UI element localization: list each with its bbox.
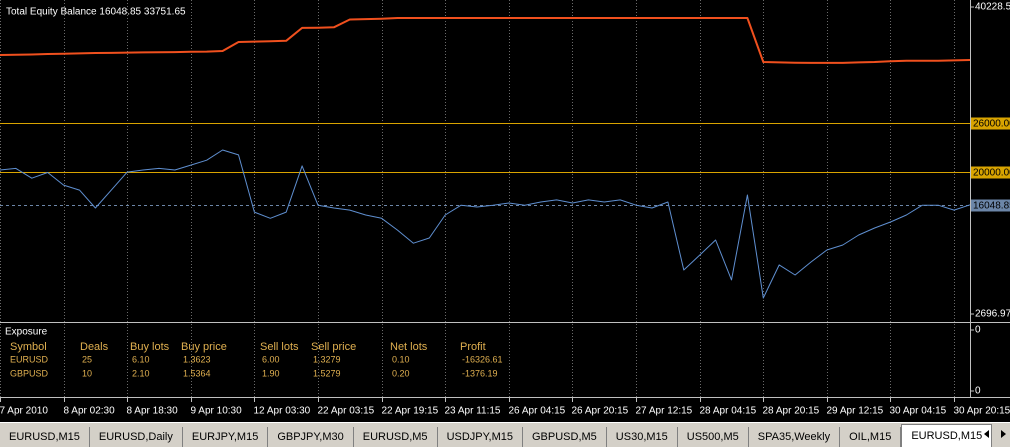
chart-tab[interactable]: US500,M5 — [678, 427, 749, 447]
table-header: Buy lots — [130, 341, 170, 353]
chart-tab[interactable]: EURUSD,M15 — [901, 424, 993, 447]
table-header: Profit — [460, 341, 486, 353]
level-label: 20000.00 — [973, 168, 1010, 179]
chart-tab[interactable]: US30,M15 — [607, 427, 678, 447]
table-cell: 2.10 — [132, 368, 150, 378]
y-tick-label: 2696.97 — [975, 309, 1010, 320]
x-tick-label: 7 Apr 2010 — [0, 406, 48, 417]
table-cell: 0.10 — [392, 354, 410, 364]
background — [0, 0, 1010, 422]
y-tick-label: 0 — [975, 325, 981, 336]
table-cell: 1.5364 — [183, 368, 211, 378]
table-header: Symbol — [10, 341, 47, 353]
table-cell: EURUSD — [10, 354, 49, 364]
table-cell: 1.3279 — [313, 354, 341, 364]
chart-tab[interactable]: SPA35,Weekly — [749, 427, 841, 447]
level-label: 26000.00 — [973, 119, 1010, 130]
table-cell: 1.90 — [262, 368, 280, 378]
table-cell: -16326.61 — [462, 354, 503, 364]
tab-bar: EURUSD,M15 EURUSD,Daily EURJPY,M15 GBPJPY,M… — [0, 422, 1010, 447]
x-tick-label: 30 Apr 04:15 — [890, 406, 947, 417]
chart-tab[interactable]: EURUSD,M15 — [0, 427, 90, 447]
level-label: 16048.85 — [973, 201, 1010, 212]
table-cell: 25 — [82, 354, 92, 364]
x-tick-label: 8 Apr 02:30 — [64, 406, 116, 417]
labels: 7 Apr 2010 8 Apr 02:30 8 Apr 18:30 9 Apr 10… — [0, 2, 1010, 417]
chart-tab[interactable]: EURUSD,Daily — [90, 427, 183, 447]
table-cell: 0.20 — [392, 368, 410, 378]
chart-tab[interactable]: USDJPY,M15 — [438, 427, 523, 447]
table-header: Buy price — [181, 341, 227, 353]
x-tick-label: 23 Apr 11:15 — [445, 406, 501, 417]
chart-title: Total Equity Balance 16048.85 33751.65 — [6, 7, 186, 18]
level-label-box — [971, 199, 1010, 212]
table-cell: 1.3623 — [183, 354, 211, 364]
table-cell: 6.10 — [132, 354, 150, 364]
x-tick-label: 8 Apr 18:30 — [127, 406, 179, 417]
x-tick-label: 12 Apr 03:30 — [254, 406, 311, 417]
table-header: Net lots — [390, 341, 428, 353]
table-header: Deals — [80, 341, 109, 353]
chart-tab[interactable]: EURUSD,M5 — [354, 427, 438, 447]
terminal-chart: 7 Apr 2010 8 Apr 02:30 8 Apr 18:30 9 Apr 10… — [0, 0, 1010, 422]
x-tick-label: 29 Apr 12:15 — [827, 406, 884, 417]
table-header: Sell lots — [260, 341, 299, 353]
chart-tab[interactable]: GBPUSD,M5 — [523, 427, 607, 447]
x-tick-label: 22 Apr 19:15 — [382, 406, 439, 417]
table-cell: 1.5279 — [313, 368, 341, 378]
exposure-title: Exposure — [5, 327, 48, 338]
x-tick-label: 28 Apr 04:15 — [700, 406, 757, 417]
level-label-box — [971, 166, 1010, 179]
scroll-right[interactable] — [1001, 430, 1006, 438]
x-tick-label: 27 Apr 12:15 — [636, 406, 693, 417]
x-tick-label: 28 Apr 20:15 — [763, 406, 820, 417]
table-cell: GBPUSD — [10, 368, 49, 378]
level-label-box — [971, 117, 1010, 130]
x-tick-label: 30 Apr 20:15 — [954, 406, 1010, 417]
x-tick-label: 26 Apr 04:15 — [509, 406, 566, 417]
chart-tab[interactable]: GBPJPY,M30 — [268, 427, 354, 447]
x-tick-label: 9 Apr 10:30 — [191, 406, 243, 417]
tab-scroll[interactable] — [982, 427, 1008, 441]
scroll-left[interactable] — [984, 430, 989, 438]
x-tick-label: 22 Apr 03:15 — [318, 406, 375, 417]
chart-tab[interactable]: OIL,M15 — [840, 427, 902, 447]
table-cell: 10 — [82, 368, 92, 378]
plot — [0, 17, 971, 299]
table-cell: -1376.19 — [462, 368, 498, 378]
y-tick-label: 0 — [975, 386, 981, 397]
series-line — [0, 17, 971, 64]
table-cell: 6.00 — [262, 354, 280, 364]
series-line — [0, 149, 971, 299]
chart-tab[interactable]: EURJPY,M15 — [183, 427, 269, 447]
x-tick-label: 26 Apr 20:15 — [572, 406, 629, 417]
grid — [0, 0, 970, 397]
table-header: Sell price — [311, 341, 356, 353]
y-tick-label: 40228.53 — [975, 2, 1010, 13]
